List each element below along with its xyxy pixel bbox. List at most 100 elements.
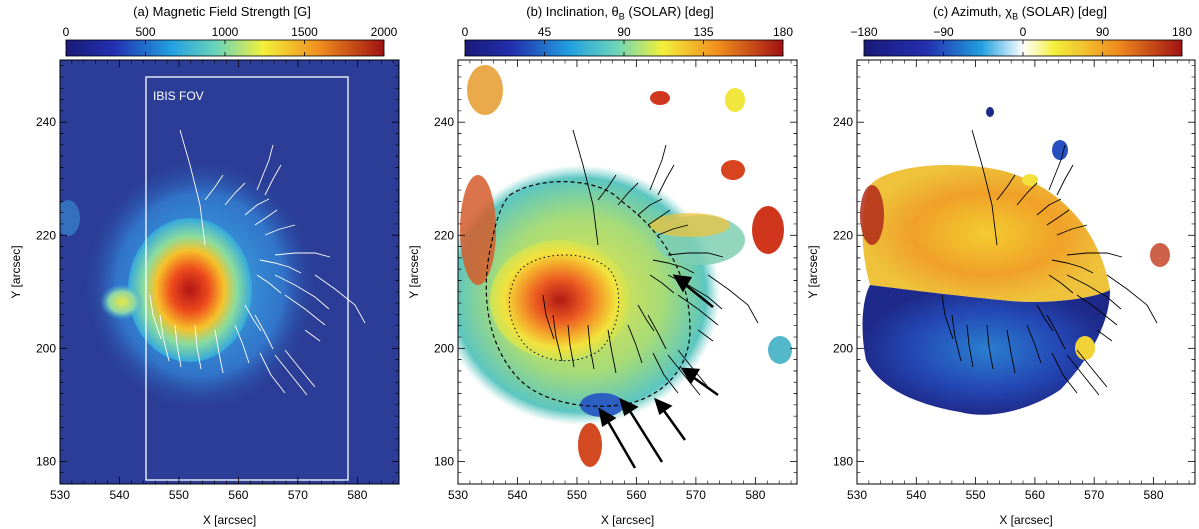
panel-c-field-line (966, 324, 974, 368)
panel-c-ytick-label: 200 (833, 341, 853, 355)
panel-c-field-line (1076, 294, 1118, 326)
panel-b-field-line (677, 294, 719, 326)
panel-c-field-line (1051, 259, 1094, 274)
panel-a-field-line (244, 198, 270, 216)
panel-c-xtick-label: 560 (1025, 488, 1045, 502)
panel-a-field-line (179, 129, 206, 246)
colorbar-b-ticks: 0 45 90 135 180 (462, 25, 793, 56)
panel-b-xtick-label: 550 (567, 488, 587, 502)
panel-a-field-line (224, 182, 246, 206)
colorbar-b-tick-label: 90 (617, 25, 631, 39)
panel-a-field-line (314, 274, 366, 324)
panel-c-xtick-label: 580 (1143, 488, 1163, 502)
panel-a-field-line (214, 329, 224, 374)
panel-c-field-line (1006, 329, 1016, 374)
panel-a-image (60, 60, 399, 484)
panel-b-field-line (637, 198, 663, 216)
colorbar-a: 0 500 1000 1500 2000 (63, 25, 398, 57)
panel-b-title: (b) Inclination, θB (SOLAR) [deg] (410, 4, 830, 22)
panel-b-field-line (567, 324, 575, 368)
panel-b-field-line (647, 209, 671, 226)
arrow-3-head (654, 397, 673, 416)
panel-b-xtick-label: 530 (448, 488, 468, 502)
panel-c-xtick-label: 530 (847, 488, 867, 502)
colorbar-b-tick-label: 45 (538, 25, 552, 39)
arrow-2-head (619, 397, 639, 416)
panel-b-field-line (667, 252, 724, 258)
panel-b-ylabel: Y [arcsec] (407, 245, 421, 298)
panel-a-xtick-label: 580 (347, 488, 367, 502)
panel-b-blob-5 (752, 206, 784, 254)
panel-b-field-line (652, 352, 679, 394)
panel-b-field-line (607, 329, 617, 374)
panel-b-field-line (657, 224, 689, 236)
panel-a-field-line (259, 259, 302, 274)
panel-c-field-line (1056, 224, 1088, 236)
arrow-3 (660, 407, 687, 441)
panel-a-field-line (256, 274, 282, 294)
panel-b-title-sub: B (618, 11, 625, 22)
panel-c-field-line (1046, 209, 1070, 226)
panel-b-blob-3 (650, 91, 670, 105)
panel-a-field-line (174, 324, 182, 368)
panel-c-field-line (1066, 252, 1123, 258)
panel-c-field-line (1036, 198, 1062, 216)
panel-b-frame (457, 59, 798, 485)
panel-a-field-line (254, 314, 274, 350)
panel-b-field-line (587, 324, 595, 370)
panel-c-field-line (996, 174, 1016, 201)
panel-b-field-line (552, 314, 563, 362)
colorbar-b-tick-label: 180 (773, 25, 793, 39)
panel-a-left-edge (60, 200, 80, 236)
panel-c-blue-edge (1022, 174, 1038, 186)
colorbar-c: −180 −90 0 90 180 (850, 25, 1192, 57)
panel-c-field-line (1056, 164, 1074, 196)
panel-c-title-main: (c) Azimuth, χ (933, 4, 1013, 19)
panel-b-axes: 530 540 550 560 570 580 180 200 220 240 X [arcsec]… (407, 59, 798, 527)
panel-b-xtick-label: 580 (745, 488, 765, 502)
colorbar-c-tick-label: 180 (1172, 25, 1192, 39)
panel-b-blob-7 (580, 393, 624, 417)
arrow-1 (604, 417, 637, 469)
arrow-5-head (672, 274, 693, 293)
panel-c-axes: 530 540 550 560 570 580 180 200 220 240 X [arcsec]… (806, 59, 1196, 527)
panel-a-field-line (149, 294, 162, 340)
panel-a-xtick-label: 550 (169, 488, 189, 502)
panel-a-ytick-label: 180 (36, 454, 56, 468)
panel-c-blue-speck (1052, 140, 1068, 160)
panel-b-field-line (572, 129, 599, 246)
panel-c-xtick-label: 540 (906, 488, 926, 502)
panel-c-field-line (1051, 352, 1078, 394)
panel-c-field-line (1066, 274, 1122, 310)
panel-a-field-line (204, 174, 224, 201)
panel-c-ylabel: Y [arcsec] (806, 245, 820, 298)
panel-b-field-line (667, 354, 701, 396)
panel-a-field-line (274, 274, 330, 310)
panel-a-fov-box (145, 76, 349, 481)
panel-a-field-line (264, 224, 296, 236)
colorbar-c-tick-label: 0 (1020, 25, 1027, 39)
panel-c-frame (856, 59, 1196, 485)
panel-a-xlabel: X [arcsec] (203, 513, 256, 527)
panel-c-field-line (1048, 144, 1066, 191)
panel-a-field-line (194, 324, 202, 370)
panel-c-ytick-label: 180 (833, 454, 853, 468)
panel-c-ytick-label: 220 (833, 228, 853, 242)
panel-b-blob-2 (467, 65, 503, 115)
panel-c-field-line (971, 129, 998, 246)
panel-a-field-line (284, 349, 316, 388)
panel-a-field-line (264, 164, 282, 196)
panel-b-field-line (649, 274, 675, 294)
panel-b-field-line (649, 144, 667, 191)
panel-b-field-line (597, 174, 617, 201)
panel-c-field-line (1106, 274, 1158, 324)
panel-a-ytick-label: 220 (36, 228, 56, 242)
panel-a-ylabel: Y [arcsec] (9, 245, 23, 298)
arrow-4 (689, 373, 719, 397)
panel-c-field-line (986, 324, 994, 370)
panel-b-blob-6 (578, 423, 602, 467)
panel-a-ytick-label: 240 (36, 115, 56, 129)
panel-c-field-line (1066, 354, 1100, 396)
